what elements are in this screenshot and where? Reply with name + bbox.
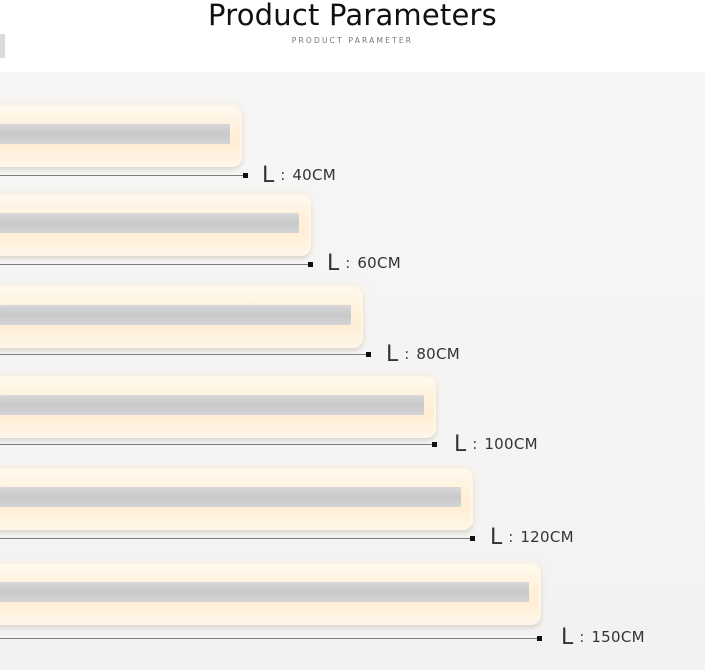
size-value: 60CM <box>357 254 402 272</box>
dimension-marker <box>243 173 248 178</box>
size-label: L:100CM <box>454 432 538 457</box>
size-value: 80CM <box>416 345 461 363</box>
dimension-line <box>0 538 474 539</box>
size-value: 40CM <box>292 166 337 184</box>
separator: : <box>280 166 286 184</box>
size-label: L:150CM <box>561 625 645 650</box>
size-label: L:60CM <box>327 251 401 276</box>
size-label: L:80CM <box>386 342 460 367</box>
separator: : <box>404 345 410 363</box>
lamp-strip <box>0 487 461 507</box>
dimension-line <box>0 175 245 176</box>
length-symbol: L <box>262 163 275 188</box>
lamp-image <box>0 376 436 438</box>
dimension-marker <box>470 536 475 541</box>
separator: : <box>508 528 514 546</box>
lamp-image <box>0 563 541 625</box>
length-symbol: L <box>490 525 503 550</box>
size-label: L:120CM <box>490 525 574 550</box>
separator: : <box>472 435 478 453</box>
lamp-strip <box>0 582 529 602</box>
lamp-strip <box>0 395 424 415</box>
length-symbol: L <box>454 432 467 457</box>
page-title: Product Parameters <box>208 0 497 32</box>
edge-marker <box>0 34 5 58</box>
length-symbol: L <box>386 342 399 367</box>
page-subtitle: PRODUCT PARAMETER <box>291 36 414 45</box>
separator: : <box>345 254 351 272</box>
lamp-image <box>0 286 363 348</box>
size-value: 100CM <box>484 435 538 453</box>
dimension-line <box>0 354 368 355</box>
size-value: 150CM <box>591 628 645 646</box>
dimension-line <box>0 264 311 265</box>
lamp-image <box>0 105 242 167</box>
lamp-image <box>0 468 473 530</box>
dimension-line <box>0 638 540 639</box>
length-symbol: L <box>327 251 340 276</box>
dimension-marker <box>432 442 437 447</box>
product-panel: L:40CM L:60CM L:80CM L:100CM L:120CM L:1… <box>0 72 705 670</box>
size-value: 120CM <box>520 528 574 546</box>
lamp-strip <box>0 124 230 144</box>
dimension-marker <box>537 636 542 641</box>
dimension-marker <box>366 352 371 357</box>
lamp-image <box>0 194 311 256</box>
dimension-line <box>0 444 435 445</box>
lamp-strip <box>0 305 351 325</box>
header: Product Parameters PRODUCT PARAMETER <box>0 0 705 72</box>
separator: : <box>579 628 585 646</box>
size-label: L:40CM <box>262 163 336 188</box>
length-symbol: L <box>561 625 574 650</box>
lamp-strip <box>0 213 299 233</box>
dimension-marker <box>308 262 313 267</box>
